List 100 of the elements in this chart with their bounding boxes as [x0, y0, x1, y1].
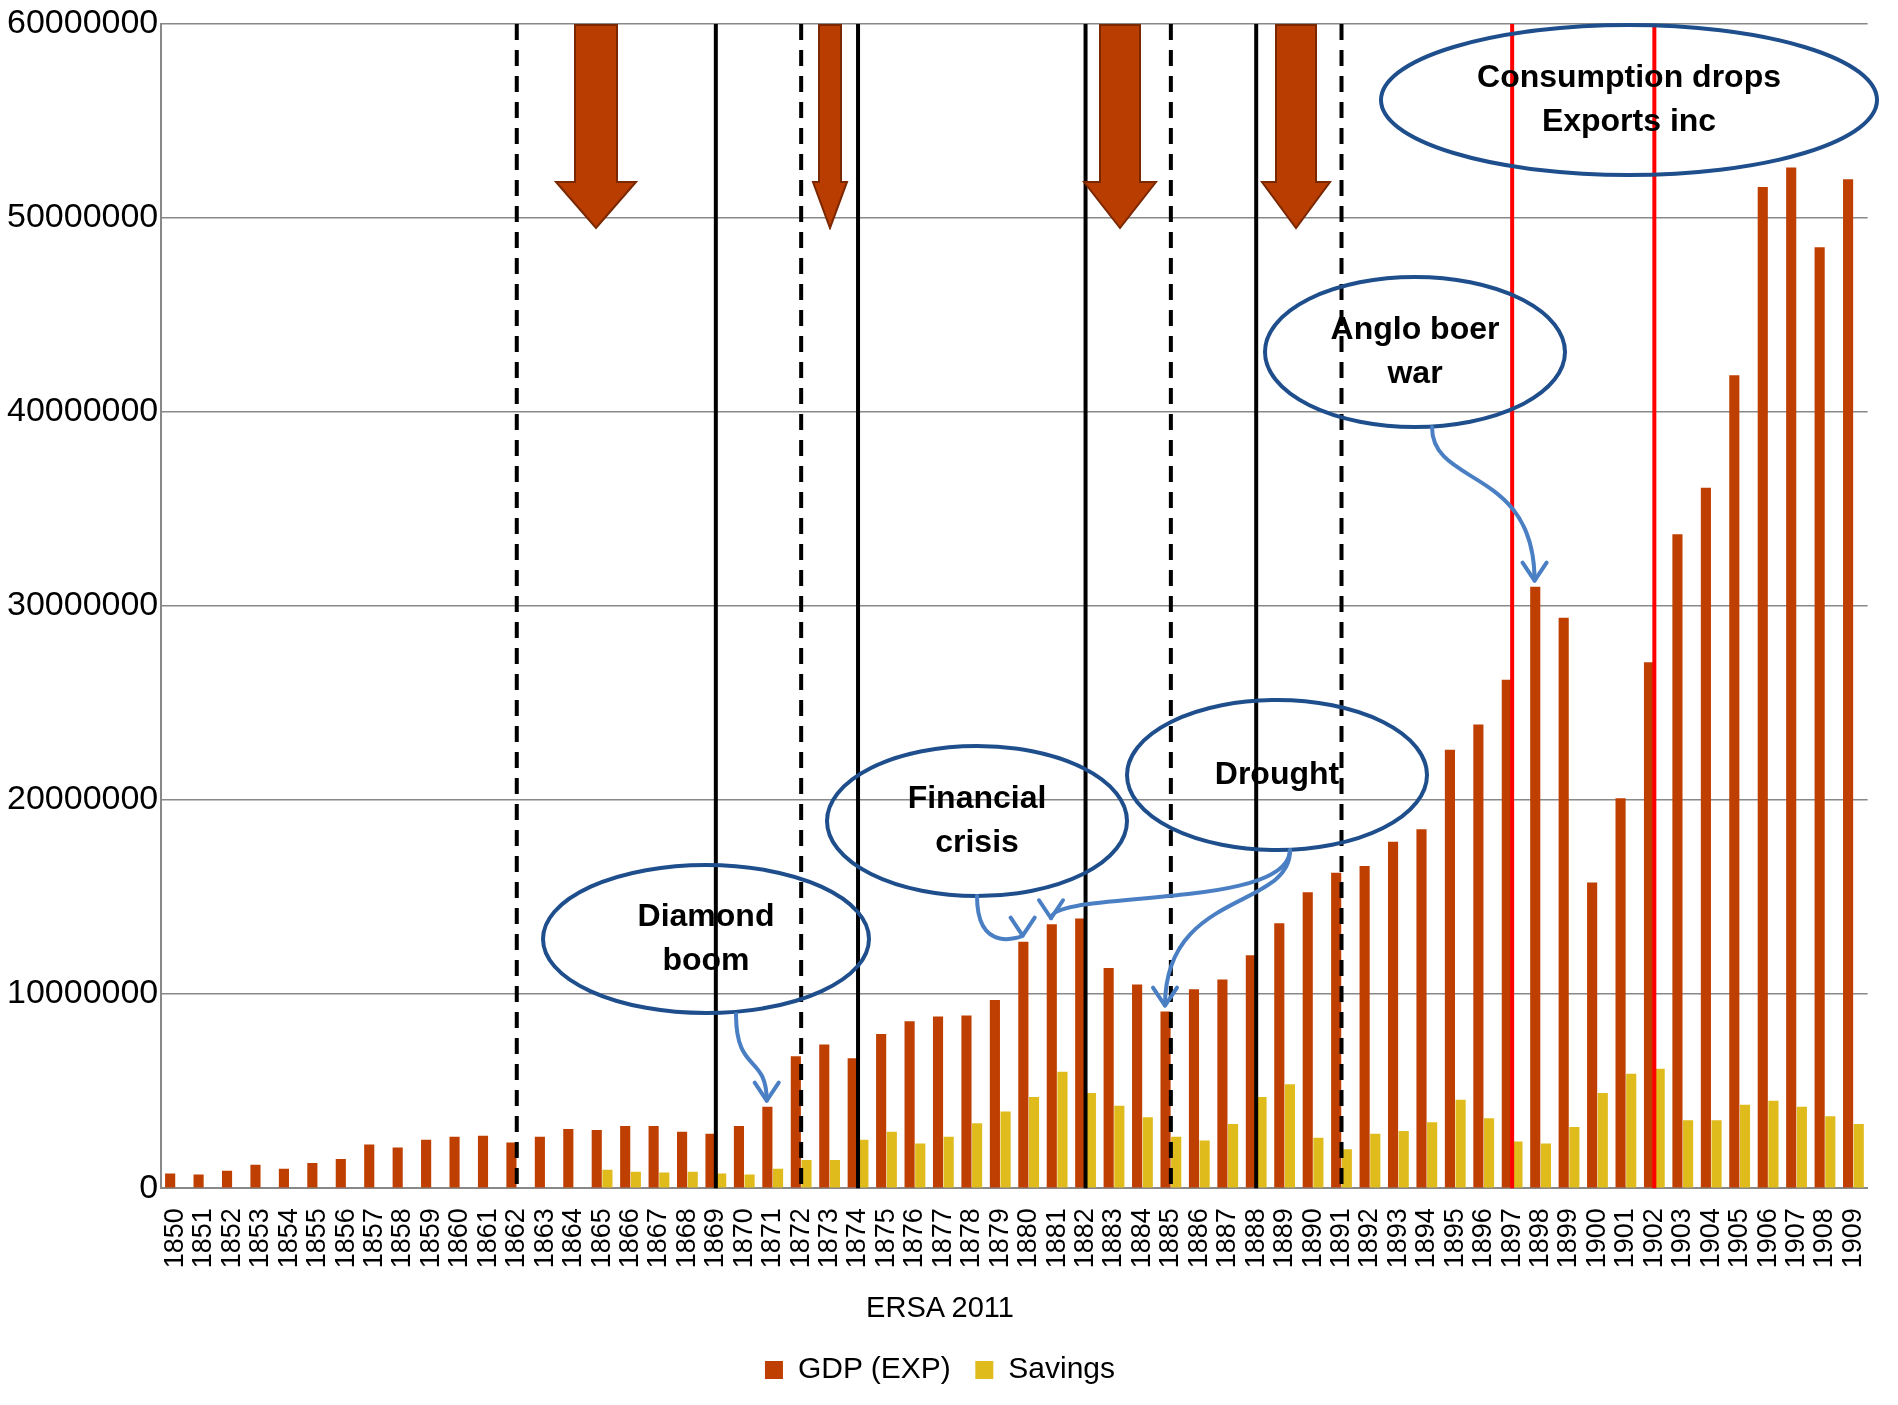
bar — [1615, 798, 1626, 1188]
bar — [1597, 1093, 1608, 1188]
bar — [744, 1174, 755, 1188]
x-tick-label: 1872 — [784, 1208, 815, 1269]
x-tick-label: 1887 — [1211, 1208, 1242, 1269]
bar — [1444, 749, 1455, 1188]
bar — [1103, 967, 1114, 1188]
x-tick-label: 1908 — [1808, 1208, 1839, 1269]
x-tick-label: 1877 — [926, 1208, 957, 1269]
bar — [165, 1173, 176, 1188]
bar — [1700, 487, 1711, 1188]
x-tick-label: 1904 — [1694, 1208, 1725, 1269]
bar — [1313, 1137, 1324, 1188]
x-tick-label: 1884 — [1125, 1208, 1156, 1269]
bar — [307, 1162, 318, 1188]
bar — [943, 1136, 954, 1188]
bar — [1455, 1099, 1466, 1188]
x-tick-label: 1865 — [585, 1208, 616, 1269]
x-tick-label: 1882 — [1069, 1208, 1100, 1269]
x-tick-label: 1900 — [1580, 1208, 1611, 1269]
bar — [1000, 1111, 1011, 1188]
bar — [534, 1136, 545, 1188]
bar — [1427, 1122, 1438, 1188]
bar — [1142, 1117, 1153, 1188]
x-tick-label: 1857 — [358, 1208, 389, 1269]
y-tick-label: 0 — [139, 1166, 159, 1205]
x-tick-label: 1854 — [272, 1208, 303, 1269]
bar — [1814, 247, 1825, 1188]
bar — [1188, 989, 1200, 1188]
y-tick-label: 30000000 — [6, 584, 159, 623]
x-tick-label: 1875 — [869, 1208, 900, 1269]
bar — [648, 1126, 659, 1188]
x-tick-label: 1870 — [727, 1208, 758, 1269]
bar — [659, 1172, 670, 1188]
bar — [1199, 1140, 1210, 1188]
x-tick-label: 1907 — [1779, 1208, 1810, 1269]
bar — [1530, 586, 1541, 1188]
x-tick-label: 1891 — [1324, 1208, 1355, 1269]
x-tick-label: 1874 — [841, 1208, 872, 1269]
bar — [193, 1174, 204, 1188]
y-tick-label: 10000000 — [6, 972, 159, 1011]
bar — [733, 1126, 745, 1188]
bar — [364, 1144, 375, 1188]
x-tick-label: 1906 — [1751, 1208, 1782, 1269]
bar — [1843, 179, 1854, 1188]
bar — [1387, 841, 1399, 1188]
bar — [421, 1139, 432, 1188]
bar — [762, 1106, 773, 1188]
x-tick-label: 1858 — [386, 1208, 417, 1269]
y-tick-label: 40000000 — [6, 390, 159, 429]
bar — [1057, 1071, 1068, 1188]
bar — [1540, 1143, 1551, 1188]
bar — [1683, 1120, 1694, 1188]
bar — [1114, 1105, 1125, 1188]
bar — [829, 1160, 840, 1188]
x-tick-label: 1890 — [1296, 1208, 1327, 1269]
x-tick-label: 1903 — [1666, 1208, 1697, 1269]
x-tick-label: 1898 — [1524, 1208, 1555, 1269]
bar — [819, 1044, 830, 1188]
bar — [392, 1147, 403, 1188]
bar — [1018, 941, 1029, 1188]
x-tick-label: 1876 — [898, 1208, 929, 1269]
x-tick-label: 1867 — [642, 1208, 673, 1269]
bar — [1729, 375, 1740, 1188]
bar — [1398, 1130, 1409, 1188]
bar — [1132, 984, 1143, 1188]
x-tick-label: 1863 — [528, 1208, 559, 1269]
bar — [915, 1143, 926, 1188]
x-tick-label: 1894 — [1410, 1208, 1441, 1269]
bar — [1359, 866, 1370, 1188]
bar — [1284, 1084, 1296, 1188]
x-tick-label: 1850 — [158, 1208, 189, 1269]
y-tick-label: 60000000 — [6, 2, 159, 41]
x-tick-label: 1895 — [1438, 1208, 1469, 1269]
bar — [477, 1135, 489, 1188]
bar — [1672, 534, 1683, 1188]
x-tick-label: 1896 — [1467, 1208, 1498, 1269]
bar — [1569, 1127, 1580, 1188]
bar — [250, 1164, 261, 1188]
x-tick-label: 1897 — [1495, 1208, 1526, 1269]
bar — [961, 1015, 972, 1188]
x-tick-label: 1853 — [244, 1208, 275, 1269]
x-tick-label: 1881 — [1040, 1208, 1071, 1269]
bar — [1739, 1104, 1751, 1188]
x-tick-label: 1860 — [443, 1208, 474, 1269]
x-tick-label: 1883 — [1097, 1208, 1128, 1269]
bar — [876, 1033, 887, 1188]
bar — [1483, 1118, 1495, 1188]
legend-label: GDP (EXP) — [797, 1351, 951, 1385]
bar — [1587, 882, 1598, 1188]
bar — [1757, 186, 1768, 1188]
bar — [1331, 872, 1342, 1188]
x-tick-label: 1866 — [613, 1208, 644, 1269]
bar — [886, 1131, 897, 1188]
x-tick-label: 1873 — [813, 1208, 844, 1269]
bar — [278, 1168, 289, 1188]
bar — [1217, 979, 1228, 1188]
bar — [1416, 829, 1427, 1188]
annotation: Financial crisis — [907, 778, 1047, 859]
x-tick-label: 1871 — [756, 1208, 787, 1269]
